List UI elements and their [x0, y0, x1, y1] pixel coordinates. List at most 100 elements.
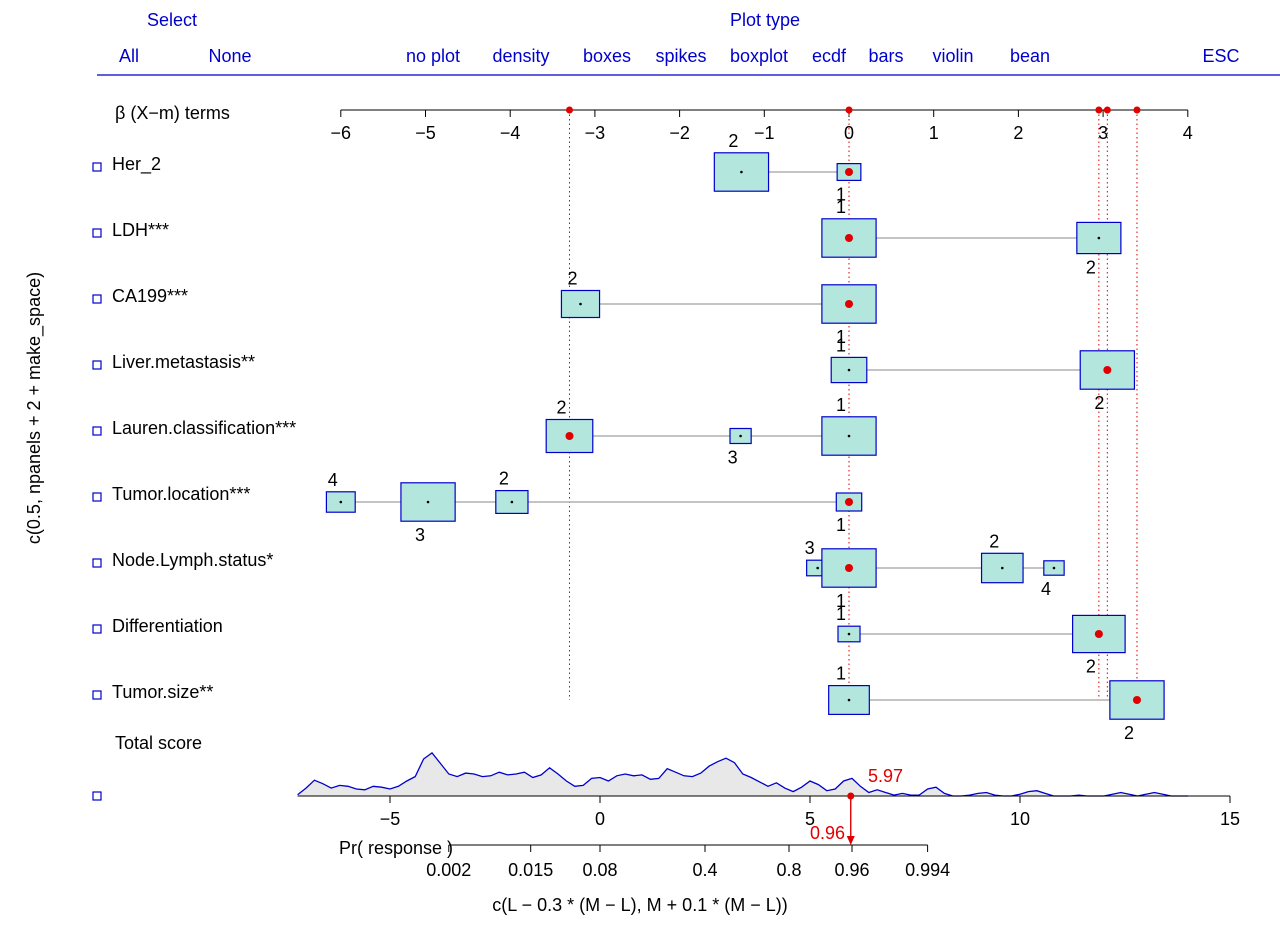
level-label: 2: [989, 531, 999, 551]
selected-level-point: [1103, 366, 1112, 374]
density-line: [297, 752, 1188, 797]
selected-total-score-point: [847, 792, 855, 800]
level-label: 2: [1124, 723, 1134, 743]
plot-type-density[interactable]: density: [492, 46, 549, 66]
probability-tick-label: 0.994: [905, 860, 950, 880]
beta-axis-tick-label: −6: [331, 123, 352, 143]
plot-type-bars[interactable]: bars: [868, 46, 903, 66]
beta-axis-selected-point: [1103, 106, 1111, 114]
selected-level-point: [1132, 696, 1141, 704]
level-center-dot: [1052, 566, 1056, 570]
variable-checkbox: [92, 426, 102, 436]
level-center-dot: [339, 500, 343, 504]
readout-arrow-head: [846, 836, 855, 845]
variable-panel: Tumor.size** 1 2: [92, 664, 1165, 743]
beta-axis-selected-point: [845, 106, 853, 114]
y-axis-label: c(0.5, npanels + 2 + make_space): [24, 272, 45, 544]
beta-axis-tick-label: −1: [754, 123, 775, 143]
variable-panel: Node.Lymph.status* 3 1 2 4: [92, 531, 1065, 611]
total-score-title: Total score: [115, 733, 202, 753]
beta-axis-tick-label: −2: [669, 123, 690, 143]
level-label: 1: [836, 327, 846, 347]
selected-value-reference-lines: [565, 106, 1141, 700]
plot-type-title: Plot type: [730, 10, 800, 30]
selected-level-point: [845, 564, 853, 572]
plot-type-spikes[interactable]: spikes: [655, 46, 706, 66]
probability-tick-label: 0.8: [776, 860, 801, 880]
select-title: Select: [147, 10, 197, 30]
level-label: 4: [328, 470, 338, 490]
level-center-dot: [740, 170, 743, 174]
level-label: 1: [836, 197, 846, 217]
level-label: 3: [805, 538, 815, 558]
esc-button[interactable]: ESC: [1202, 46, 1239, 66]
plot-type-boxes[interactable]: boxes: [583, 46, 631, 66]
total-score-tick-label: 5: [805, 809, 815, 829]
select-none-button[interactable]: None: [208, 46, 251, 66]
level-label: 1: [836, 604, 846, 624]
variable-name: Node.Lymph.status*: [112, 550, 273, 570]
level-center-dot: [816, 566, 819, 570]
variable-panel: Lauren.classification*** 2 3 1: [92, 395, 877, 468]
beta-axis: −6 −5 −4 −3 −2 −1 0 1 2 3 4: [331, 109, 1193, 143]
probability-tick-label: 0.96: [834, 860, 869, 880]
beta-axis-title: β (X−m) terms: [115, 103, 230, 123]
level-label: 3: [728, 448, 738, 468]
probability-tick-label: 0.002: [426, 860, 471, 880]
level-center-dot: [847, 434, 851, 438]
total-score-tick-label: 0: [595, 809, 605, 829]
beta-axis-tick-label: 3: [1098, 123, 1108, 143]
x-axis-label: c(L − 0.3 * (M − L), M + 0.1 * (M − L)): [492, 895, 787, 915]
probability-axis-title: Pr( response ): [339, 838, 453, 858]
selected-level-point: [845, 498, 853, 506]
plot-type-bean[interactable]: bean: [1010, 46, 1050, 66]
probability-tick-label: 0.015: [508, 860, 553, 880]
probability-tick-label: 0.08: [582, 860, 617, 880]
select-all-button[interactable]: All: [119, 46, 139, 66]
variable-name: Tumor.size**: [112, 682, 213, 702]
variable-checkbox: [92, 690, 102, 700]
level-label: 2: [1094, 393, 1104, 413]
level-center-dot: [510, 500, 514, 504]
level-label: 2: [1086, 258, 1096, 278]
selected-total-score-label: 5.97: [868, 766, 903, 786]
level-center-dot: [739, 434, 742, 438]
total-score-axis: −5 0 5 10 15: [297, 795, 1240, 829]
variable-checkbox: [92, 228, 102, 238]
variable-panel: CA199*** 2 1: [92, 269, 877, 347]
plot-type-boxplot[interactable]: boxplot: [730, 46, 788, 66]
selected-level-point: [845, 234, 853, 242]
variable-panel: Her_2 2 1: [92, 131, 862, 204]
level-box: [821, 218, 877, 258]
level-label: 1: [836, 664, 846, 684]
selected-level-point: [565, 432, 574, 440]
total-score-tick-label: 15: [1220, 809, 1240, 829]
probability-tick-label: 0.4: [692, 860, 717, 880]
level-label: 2: [567, 269, 577, 289]
variable-panel: Differentiation 1 2: [92, 604, 1126, 677]
level-box: [545, 418, 594, 454]
plot-type-no-plot[interactable]: no plot: [406, 46, 460, 66]
level-center-dot: [847, 632, 851, 636]
level-label: 1: [836, 335, 846, 355]
level-box: [1079, 350, 1136, 390]
beta-axis-selected-point: [1133, 106, 1141, 114]
plot-type-violin[interactable]: violin: [932, 46, 973, 66]
variable-checkbox: [92, 492, 102, 502]
variable-panel: LDH*** 1 2: [92, 197, 1122, 278]
menu-bar: Select All None Plot type no plot densit…: [97, 10, 1280, 76]
variable-name: Her_2: [112, 154, 161, 175]
probability-axis: 0.002 0.015 0.08 0.4 0.8 0.96 0.994: [426, 844, 950, 880]
level-label: 2: [499, 469, 509, 489]
total-score-tick-label: −5: [380, 809, 401, 829]
plot-type-ecdf[interactable]: ecdf: [812, 46, 847, 66]
variable-checkbox: [92, 162, 102, 172]
beta-axis-tick-label: −3: [585, 123, 606, 143]
beta-axis-selected-point: [565, 106, 573, 114]
beta-axis-tick-label: 4: [1183, 123, 1193, 143]
beta-axis-selected-point: [1095, 106, 1103, 114]
variable-name: LDH***: [112, 220, 169, 240]
variable-checkbox: [92, 624, 102, 634]
variable-name: Differentiation: [112, 616, 223, 636]
